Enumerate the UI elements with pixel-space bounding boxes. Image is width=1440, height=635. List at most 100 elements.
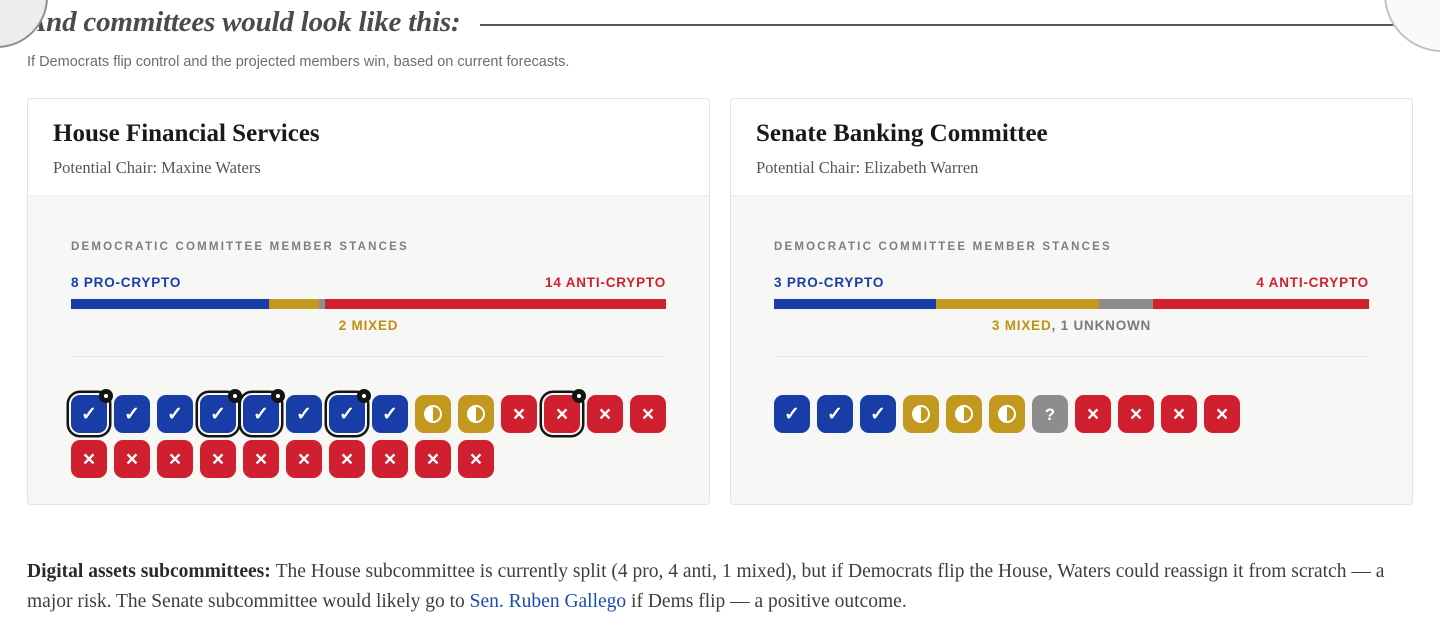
member-tile-anti[interactable]: ×	[114, 440, 150, 478]
ruben-gallego-link[interactable]: Sen. Ruben Gallego	[469, 590, 627, 612]
x-icon: ×	[1086, 402, 1100, 426]
stances-panel: DEMOCRATIC COMMITTEE MEMBER STANCES 8 PR…	[28, 196, 709, 504]
member-tile-pro[interactable]: ✓	[860, 395, 896, 433]
bar-endcap-labels: 3 PRO-CRYPTO 4 ANTI-CRYPTO	[774, 275, 1369, 290]
question-icon: ?	[1044, 404, 1056, 424]
member-tile-anti[interactable]: ×	[329, 440, 365, 478]
card-house-financial-services: House Financial Services Potential Chair…	[27, 98, 710, 505]
member-tile-anti[interactable]: ×	[157, 440, 193, 478]
stance-stacked-bar	[71, 299, 667, 309]
bar-caption: 3 MIXED, 1 UNKNOWN	[774, 318, 1369, 334]
check-icon: ✓	[253, 403, 269, 425]
x-icon: ×	[168, 447, 182, 471]
footnote-text: The House subcommittee is currently spli…	[27, 561, 1385, 612]
section-divider	[71, 356, 666, 357]
unknown-caption-text: , 1 UNKNOWN	[1051, 318, 1152, 333]
check-icon: ✓	[81, 403, 97, 425]
active-dot-badge	[357, 389, 371, 403]
x-icon: ×	[125, 447, 139, 471]
x-icon: ×	[1215, 402, 1229, 426]
section-header: And committees would look like this:	[0, 0, 1440, 39]
x-icon: ×	[1129, 402, 1143, 426]
member-tile-mixed[interactable]	[989, 395, 1025, 433]
check-icon: ✓	[296, 403, 312, 425]
x-icon: ×	[469, 447, 483, 471]
member-tile-mixed[interactable]	[946, 395, 982, 433]
active-dot-badge	[228, 389, 242, 403]
bar-segment-pro	[774, 299, 937, 309]
member-tile-anti[interactable]: ×	[286, 440, 322, 478]
member-tile-anti[interactable]: ×	[630, 395, 666, 433]
member-tile-anti[interactable]: ×	[71, 440, 107, 478]
member-tile-mixed[interactable]	[458, 395, 494, 433]
x-icon: ×	[383, 447, 397, 471]
bar-caption: 2 MIXED	[71, 318, 666, 334]
pro-count-label: 3 PRO-CRYPTO	[774, 275, 885, 290]
member-tile-pro[interactable]: ✓	[286, 395, 322, 433]
bar-segment-mixed	[268, 299, 319, 309]
check-icon: ✓	[124, 403, 140, 425]
stances-heading: DEMOCRATIC COMMITTEE MEMBER STANCES	[774, 241, 1112, 253]
member-tile-pro[interactable]: ✓	[71, 389, 113, 433]
member-tile-anti[interactable]: ×	[501, 395, 537, 433]
stances-heading: DEMOCRATIC COMMITTEE MEMBER STANCES	[71, 241, 409, 253]
member-tile-pro[interactable]: ✓	[372, 395, 408, 433]
bar-segment-unknown	[1098, 299, 1154, 309]
heading-rule	[480, 24, 1412, 26]
card-senate-banking-committee: Senate Banking Committee Potential Chair…	[730, 98, 1413, 505]
check-icon: ✓	[870, 403, 886, 425]
member-tile-pro[interactable]: ✓	[329, 389, 371, 433]
member-tile-anti[interactable]: ×	[1161, 395, 1197, 433]
member-tile-anti[interactable]: ×	[372, 440, 408, 478]
member-tile-pro[interactable]: ✓	[200, 389, 242, 433]
member-tile-mixed[interactable]	[415, 395, 451, 433]
section-divider	[774, 356, 1369, 357]
member-tile-anti[interactable]: ×	[415, 440, 451, 478]
member-tile-anti[interactable]: ×	[243, 440, 279, 478]
member-tile-anti[interactable]: ×	[544, 389, 586, 433]
member-tile-anti[interactable]: ×	[1118, 395, 1154, 433]
x-icon: ×	[297, 447, 311, 471]
x-icon: ×	[211, 447, 225, 471]
footnote: Digital assets subcommittees: The House …	[27, 557, 1413, 616]
footnote-lead-in: Digital assets subcommittees:	[27, 561, 276, 582]
x-icon: ×	[82, 447, 96, 471]
member-tile-anti[interactable]: ×	[1204, 395, 1240, 433]
member-tile-anti[interactable]: ×	[200, 440, 236, 478]
check-icon: ✓	[167, 403, 183, 425]
card-header: House Financial Services Potential Chair…	[28, 99, 709, 196]
committee-cards: House Financial Services Potential Chair…	[27, 98, 1413, 505]
member-tile-mixed[interactable]	[903, 395, 939, 433]
member-tile-pro[interactable]: ✓	[817, 395, 853, 433]
bar-segment-unknown	[318, 299, 326, 309]
x-icon: ×	[340, 447, 354, 471]
committee-title: Senate Banking Committee	[756, 120, 1048, 147]
half-circle-icon	[467, 405, 485, 423]
member-tile-pro[interactable]: ✓	[157, 395, 193, 433]
committee-title: House Financial Services	[53, 120, 320, 147]
potential-chair: Potential Chair: Elizabeth Warren	[756, 158, 979, 177]
bar-endcap-labels: 8 PRO-CRYPTO 14 ANTI-CRYPTO	[71, 275, 666, 290]
anti-count-label: 14 ANTI-CRYPTO	[545, 275, 666, 290]
mixed-caption-text: 2 MIXED	[338, 318, 399, 333]
potential-chair: Potential Chair: Maxine Waters	[53, 158, 261, 177]
member-tile-pro[interactable]: ✓	[243, 389, 285, 433]
check-icon: ✓	[382, 403, 398, 425]
section-heading: And committees would look like this:	[27, 6, 461, 38]
member-tile-anti[interactable]: ×	[458, 440, 494, 478]
half-circle-icon	[998, 405, 1016, 423]
section-subtitle: If Democrats flip control and the projec…	[27, 54, 570, 70]
member-tile-pro[interactable]: ✓	[774, 395, 810, 433]
check-icon: ✓	[784, 403, 800, 425]
active-dot-badge	[572, 389, 586, 403]
member-tile-unknown[interactable]: ?	[1032, 395, 1068, 433]
member-tile-pro[interactable]: ✓	[114, 395, 150, 433]
member-tile-anti[interactable]: ×	[587, 395, 623, 433]
card-header: Senate Banking Committee Potential Chair…	[731, 99, 1412, 196]
member-tiles: ✓ ✓ ✓ ✓ ✓ ✓ ✓ ✓ × × × × × × × × × × × × × ×	[71, 389, 666, 478]
half-circle-icon	[955, 405, 973, 423]
x-icon: ×	[254, 447, 268, 471]
member-tile-anti[interactable]: ×	[1075, 395, 1111, 433]
x-icon: ×	[641, 402, 655, 426]
half-circle-icon	[912, 405, 930, 423]
